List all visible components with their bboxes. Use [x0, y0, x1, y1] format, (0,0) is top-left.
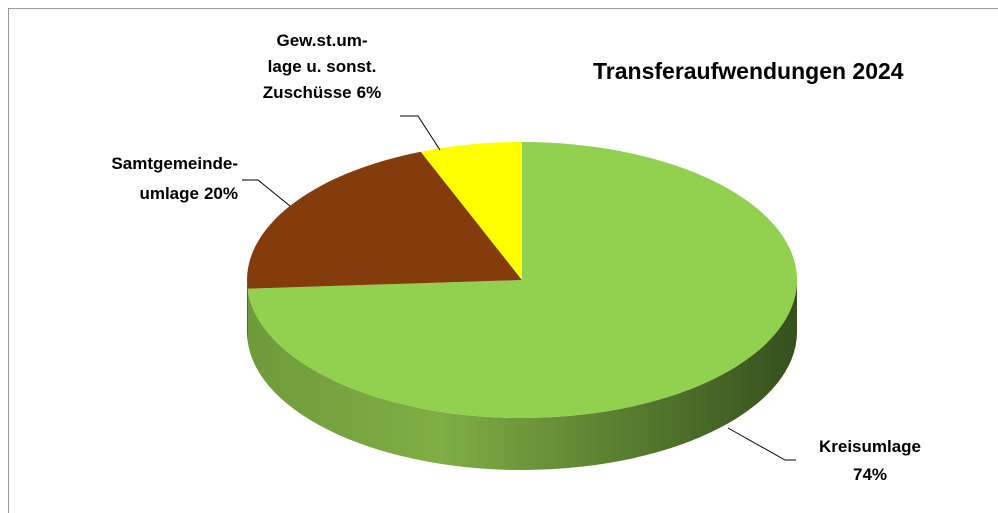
label-line: lage u. sonst.	[268, 57, 377, 76]
label-line: Samtgemeinde-	[111, 154, 238, 173]
value-label: 20%	[204, 184, 238, 203]
leader-line	[400, 115, 441, 151]
label-line: Kreisumlage	[819, 437, 921, 456]
slice	[247, 142, 797, 418]
category-label: Samtgemeinde-umlage	[111, 154, 238, 203]
leader-line	[242, 179, 291, 207]
slice	[246, 151, 522, 289]
label-line: Gew.st.um-	[277, 31, 368, 50]
label-line: umlage	[139, 184, 199, 203]
slice	[420, 142, 522, 280]
chart-title: Transferaufwendungen 2024	[593, 58, 904, 84]
pie	[246, 142, 798, 471]
label-line: Zuschüsse	[263, 83, 352, 102]
value-label: 6%	[357, 83, 382, 102]
category-label: Gew.st.um-lage u. sonst. Zuschüsse	[263, 31, 377, 102]
slice-side	[247, 280, 798, 471]
value-label: 74%	[853, 465, 887, 484]
leader-line	[727, 427, 796, 461]
slice-side	[247, 280, 248, 341]
category-label: Kreisumlage	[819, 437, 921, 456]
